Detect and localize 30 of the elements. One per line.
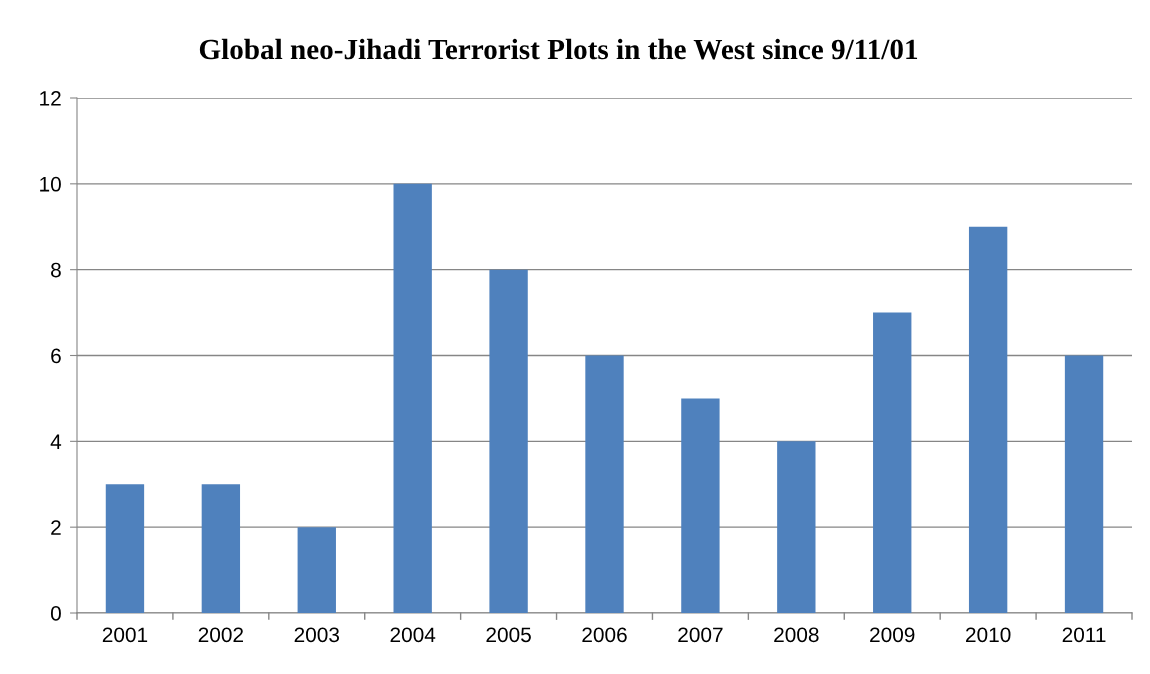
y-tick-label: 12 bbox=[40, 91, 61, 106]
bar bbox=[393, 183, 432, 613]
x-tick-label: 2004 bbox=[390, 627, 436, 643]
bar bbox=[297, 527, 336, 613]
x-tick-label: 2010 bbox=[966, 627, 1011, 643]
bar bbox=[873, 312, 912, 613]
bar bbox=[489, 269, 528, 613]
x-tick-label: 2008 bbox=[774, 627, 819, 643]
y-tick-label: 6 bbox=[51, 348, 61, 364]
x-tick-label: 2011 bbox=[1062, 627, 1106, 643]
y-tick-label: 2 bbox=[51, 520, 61, 535]
x-tick-label: 2003 bbox=[294, 627, 340, 643]
x-tick-label: 2002 bbox=[198, 627, 243, 643]
bar bbox=[777, 441, 816, 613]
y-tick-label: 0 bbox=[50, 606, 61, 621]
x-tick-label: 2001 bbox=[102, 627, 148, 643]
x-tick-label: 2006 bbox=[582, 627, 627, 643]
x-tick-label: 2009 bbox=[870, 627, 915, 643]
bar bbox=[105, 484, 145, 613]
bar bbox=[968, 226, 1008, 613]
x-tick-label: 2005 bbox=[486, 627, 531, 643]
bar bbox=[1064, 355, 1104, 613]
y-tick-label: 4 bbox=[50, 434, 62, 449]
y-tick-label: 8 bbox=[51, 262, 61, 278]
bar bbox=[681, 398, 720, 613]
y-tick-label: 10 bbox=[40, 176, 61, 192]
bar bbox=[585, 355, 624, 613]
x-tick-label: 2007 bbox=[678, 627, 723, 643]
chart-title: Global neo-Jihadi Terrorist Plots in the West since 9/11/01 bbox=[199, 38, 918, 60]
bar bbox=[201, 484, 241, 613]
